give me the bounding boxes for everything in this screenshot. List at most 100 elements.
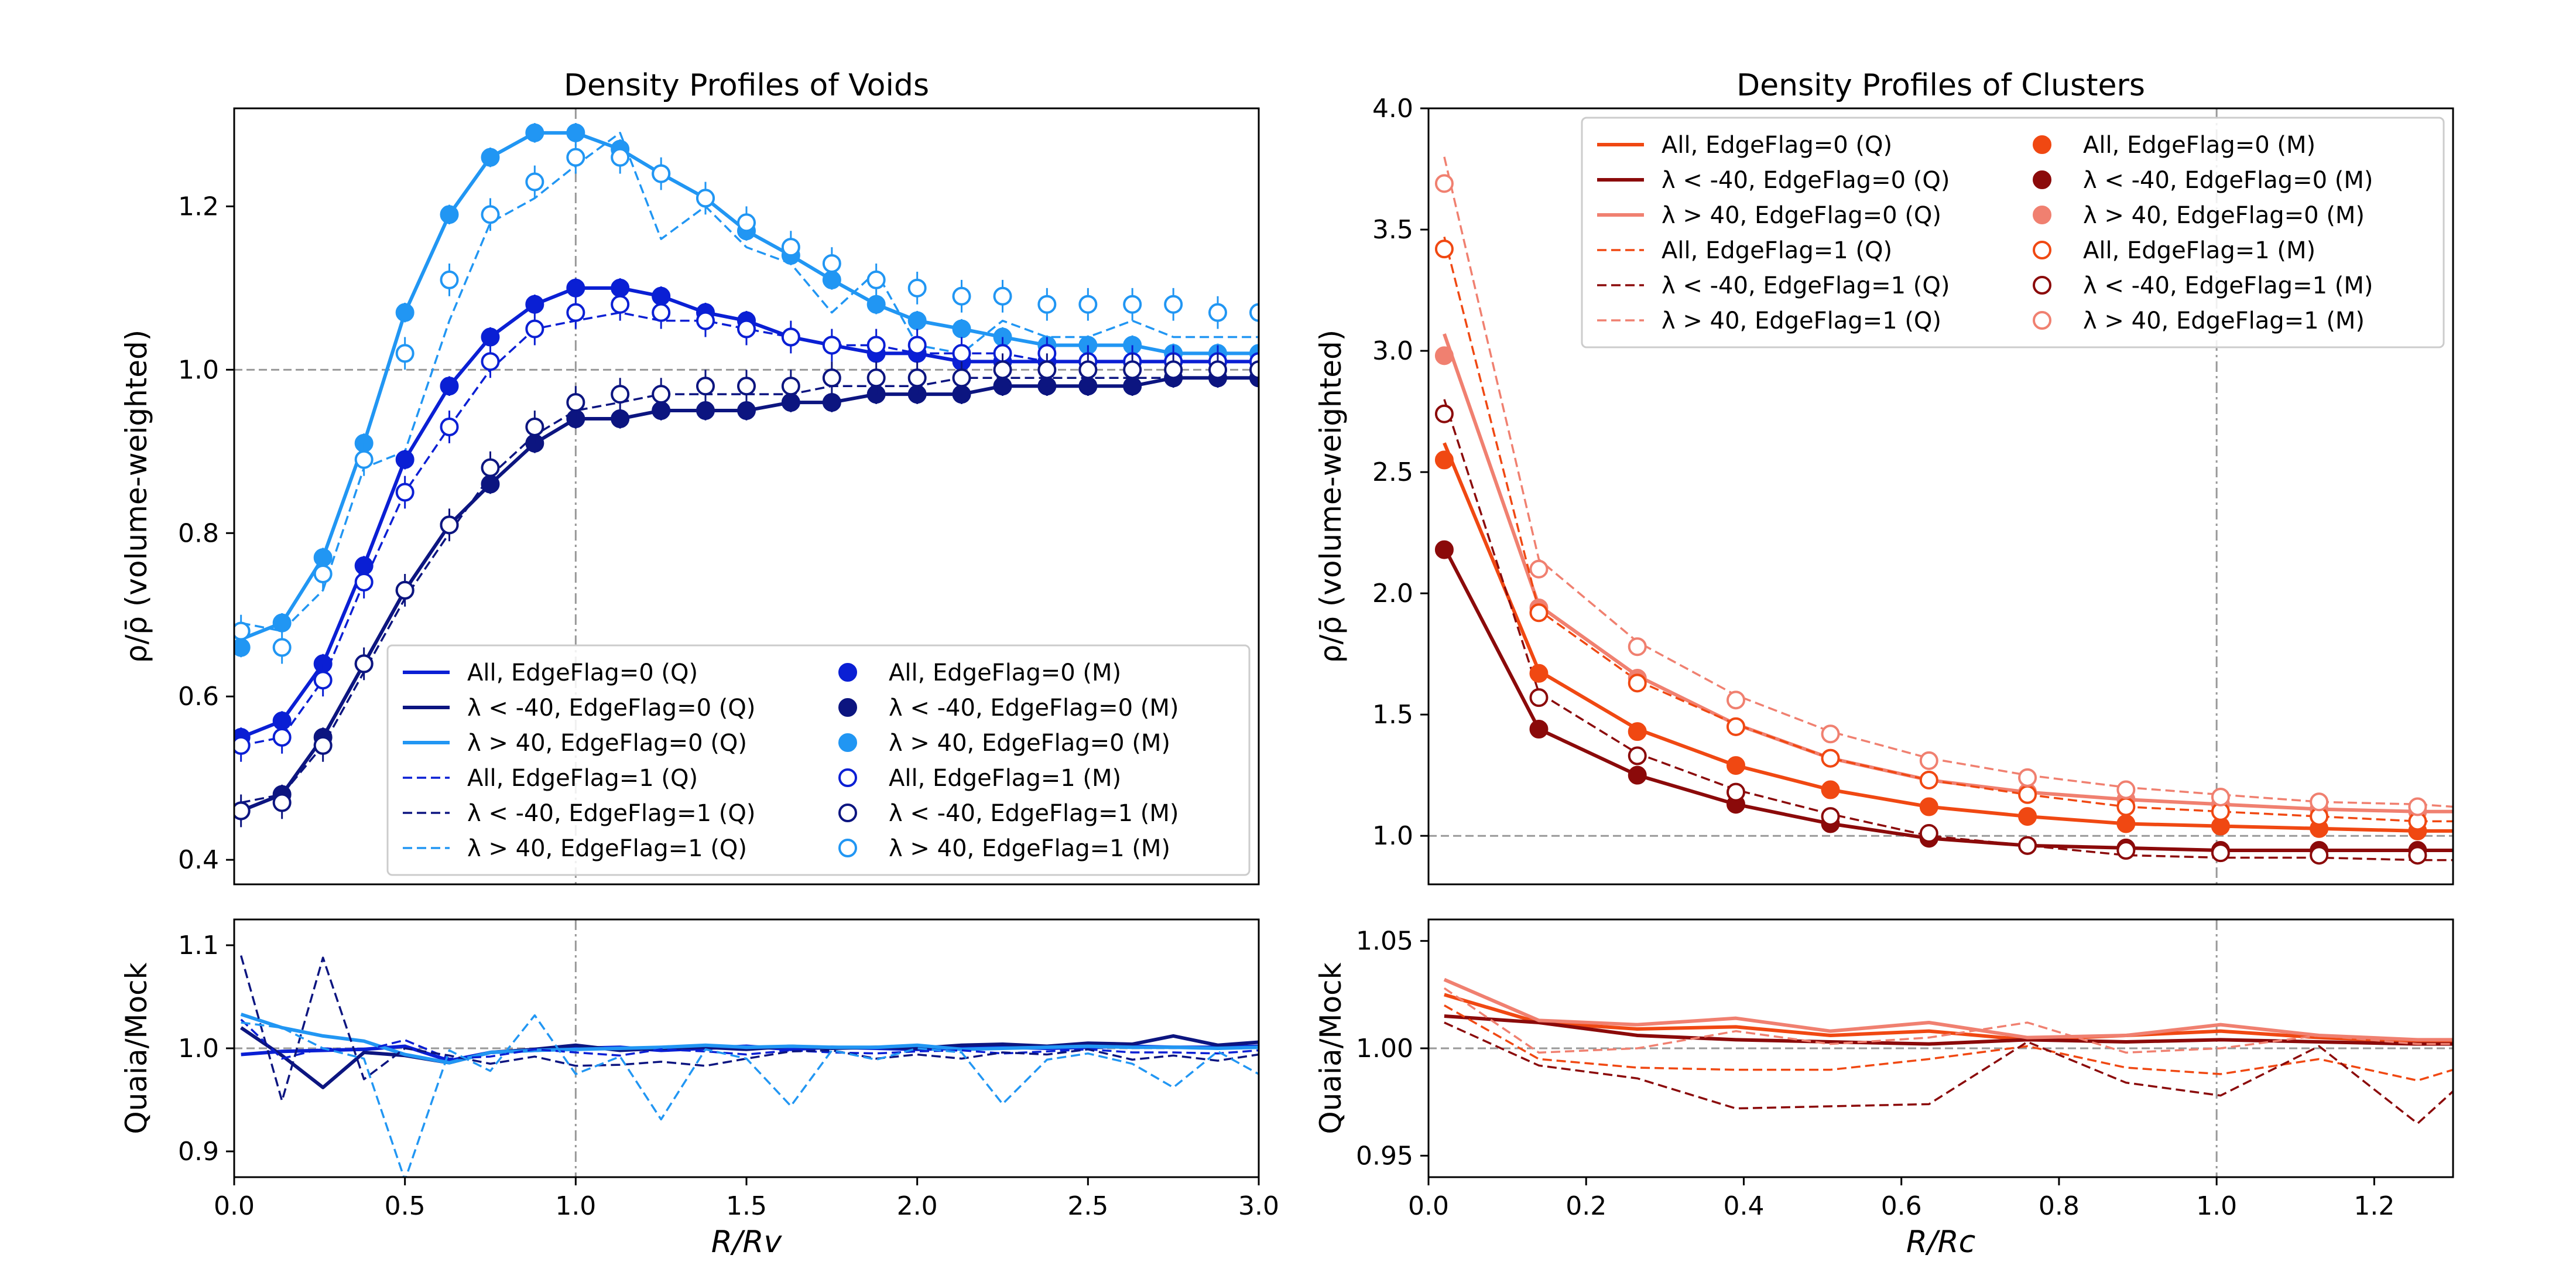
point-all-edgeflag-1-m [907, 336, 927, 355]
legend-swatch-lambda-lt-40-edgeflag-0-m [2033, 170, 2051, 189]
y-tick-label: 0.6 [178, 682, 219, 712]
point-lambda-gt-40-edgeflag-1-m [525, 172, 544, 192]
point-all-edgeflag-0-m [1628, 722, 1647, 741]
plot-area [1429, 108, 2453, 884]
point-lambda-lt-40-edgeflag-1-m [1249, 360, 1259, 380]
point-lambda-gt-40-edgeflag-1-m [1434, 174, 1454, 193]
point-lambda-lt-40-edgeflag-1-m [1919, 824, 1938, 843]
x-tick-label: 1.0 [555, 1191, 596, 1221]
point-lambda-lt-40-edgeflag-1-m [993, 360, 1012, 380]
point-lambda-gt-40-edgeflag-0-m [440, 205, 459, 224]
point-lambda-gt-40-edgeflag-1-m [907, 278, 927, 298]
point-lambda-gt-40-edgeflag-1-m [1208, 303, 1227, 322]
point-all-edgeflag-1-m [2018, 785, 2037, 804]
point-lambda-lt-40-edgeflag-1-m [234, 801, 251, 820]
point-lambda-lt-40-edgeflag-1-m [1529, 688, 1549, 707]
point-lambda-gt-40-edgeflag-1-m [1727, 690, 1745, 710]
legend-label-lambda-lt-40-edgeflag-1-m: λ < -40, EdgeFlag=1 (M) [889, 800, 1179, 827]
point-lambda-lt-40-edgeflag-1-m [1078, 360, 1098, 380]
point-all-edgeflag-0-m [566, 278, 585, 298]
point-lambda-gt-40-edgeflag-1-m [234, 621, 251, 641]
plot-area [1429, 919, 2453, 1177]
point-lambda-gt-40-edgeflag-1-m [1821, 724, 1840, 744]
legend-box [386, 644, 1251, 876]
y-tick-label: 1.05 [1356, 926, 1413, 956]
legend: All, EdgeFlag=0 (Q) λ < -40, EdgeFlag=0 (… [386, 644, 1251, 876]
point-lambda-lt-40-edgeflag-1-m [952, 368, 971, 388]
point-all-edgeflag-0-m [2116, 814, 2136, 833]
legend-label-all-edgeflag-1-m: All, EdgeFlag=1 (M) [889, 765, 1121, 792]
point-lambda-gt-40-edgeflag-1-m [1123, 295, 1142, 314]
point-lambda-lt-40-edgeflag-0-m [1529, 720, 1549, 739]
legend-swatch-all-edgeflag-0-m [2033, 135, 2051, 154]
point-lambda-lt-40-edgeflag-1-m [1208, 360, 1227, 380]
point-lambda-gt-40-edgeflag-0-m [272, 613, 292, 632]
x-tick-label: 1.0 [2196, 1191, 2237, 1221]
point-lambda-gt-40-edgeflag-0-m [525, 123, 544, 142]
point-lambda-lt-40-edgeflag-1-m [1821, 807, 1840, 826]
point-all-edgeflag-1-m [440, 417, 459, 436]
point-lambda-gt-40-edgeflag-1-m [2116, 780, 2136, 799]
y-tick-label: 1.0 [178, 355, 219, 385]
point-all-edgeflag-1-m [611, 295, 630, 314]
axes-frame [233, 107, 1260, 886]
point-lambda-gt-40-edgeflag-1-m [866, 270, 886, 289]
point-lambda-lt-40-edgeflag-1-m [2211, 843, 2230, 863]
legend-label-lambda-lt-40-edgeflag-0-q: λ < -40, EdgeFlag=0 (Q) [1662, 167, 1950, 194]
point-lambda-gt-40-edgeflag-1-m [2018, 768, 2037, 787]
legend-label-lambda-gt-40-edgeflag-1-q: λ > 40, EdgeFlag=1 (Q) [467, 835, 747, 862]
x-tick-label: 0.0 [214, 1191, 255, 1221]
point-all-edgeflag-0-m [481, 327, 500, 347]
point-all-edgeflag-0-m [1434, 450, 1454, 470]
legend-label-lambda-lt-40-edgeflag-0-m: λ < -40, EdgeFlag=0 (M) [889, 695, 1179, 722]
point-lambda-gt-40-edgeflag-1-m [272, 638, 292, 657]
point-lambda-gt-40-edgeflag-0-m [907, 311, 927, 330]
point-lambda-gt-40-edgeflag-0-m [866, 295, 886, 314]
legend-label-all-edgeflag-1-q: All, EdgeFlag=1 (Q) [467, 765, 698, 792]
point-all-edgeflag-1-m [272, 727, 292, 747]
point-all-edgeflag-1-m [866, 336, 886, 355]
legend-label-lambda-gt-40-edgeflag-1-q: λ > 40, EdgeFlag=1 (Q) [1662, 307, 1941, 334]
point-lambda-gt-40-edgeflag-0-m [481, 148, 500, 167]
point-all-edgeflag-0-m [525, 295, 544, 314]
legend-label-lambda-lt-40-edgeflag-1-m: λ < -40, EdgeFlag=1 (M) [2083, 272, 2373, 299]
series-line-lambda-gt-40-edgeflag-1-q [1443, 156, 2453, 808]
legend-swatch-all-edgeflag-1-m [2033, 241, 2051, 259]
x-tick-label: 1.2 [2354, 1191, 2395, 1221]
point-lambda-gt-40-edgeflag-1-m [313, 565, 333, 583]
clusters-density-panel: 1.0 1.5 2.0 2.5 3.0 3.5 4.0 Density Profiles of… [1314, 68, 2454, 886]
series-line-all-edgeflag-1 [240, 1018, 1259, 1060]
y-tick-label: 1.2 [178, 192, 219, 221]
point-all-edgeflag-1-m [1727, 717, 1745, 736]
point-all-edgeflag-1-m [1919, 770, 1938, 789]
point-lambda-gt-40-edgeflag-1-m [652, 164, 671, 183]
legend-label-lambda-gt-40-edgeflag-0-m: λ > 40, EdgeFlag=0 (M) [2083, 202, 2365, 229]
point-lambda-gt-40-edgeflag-1-m [481, 205, 500, 224]
legend-label-all-edgeflag-1-q: All, EdgeFlag=1 (Q) [1662, 237, 1892, 264]
point-lambda-lt-40-edgeflag-1-m [2310, 846, 2329, 865]
point-lambda-gt-40-edgeflag-1-m [822, 254, 841, 273]
point-lambda-gt-40-edgeflag-1-m [952, 286, 971, 306]
point-all-edgeflag-1-m [1529, 603, 1549, 623]
legend: All, EdgeFlag=0 (Q) λ < -40, EdgeFlag=0 (… [1581, 117, 2445, 348]
point-lambda-lt-40-edgeflag-1-m [907, 368, 927, 388]
legend-label-all-edgeflag-0-q: All, EdgeFlag=0 (Q) [1662, 132, 1892, 159]
point-all-edgeflag-0-m [2018, 807, 2037, 826]
legend-label-lambda-lt-40-edgeflag-0-m: λ < -40, EdgeFlag=0 (M) [2083, 167, 2373, 194]
point-lambda-lt-40-edgeflag-1-m [1727, 782, 1745, 802]
point-all-edgeflag-1-m [234, 736, 251, 755]
point-lambda-gt-40-edgeflag-1-m [440, 270, 459, 289]
legend-box [1581, 117, 2445, 348]
point-all-edgeflag-1-m [737, 319, 756, 339]
point-lambda-gt-40-edgeflag-1-m [993, 286, 1012, 306]
series-line-lambda-lt-40-edgeflag-0-q [1443, 546, 2453, 853]
point-lambda-lt-40-edgeflag-1-m [696, 377, 715, 396]
point-lambda-gt-40-edgeflag-1-m [2408, 797, 2427, 816]
point-lambda-gt-40-edgeflag-1-m [1628, 637, 1647, 657]
x-tick-label: 0.8 [2039, 1191, 2080, 1221]
y-axis-label: Quaia/Mock [1314, 962, 1348, 1134]
y-tick-label: 1.0 [1372, 821, 1413, 851]
legend-swatch-lambda-gt-40-edgeflag-1-m [838, 839, 857, 857]
legend-label-lambda-gt-40-edgeflag-0-q: λ > 40, EdgeFlag=0 (Q) [467, 730, 747, 757]
